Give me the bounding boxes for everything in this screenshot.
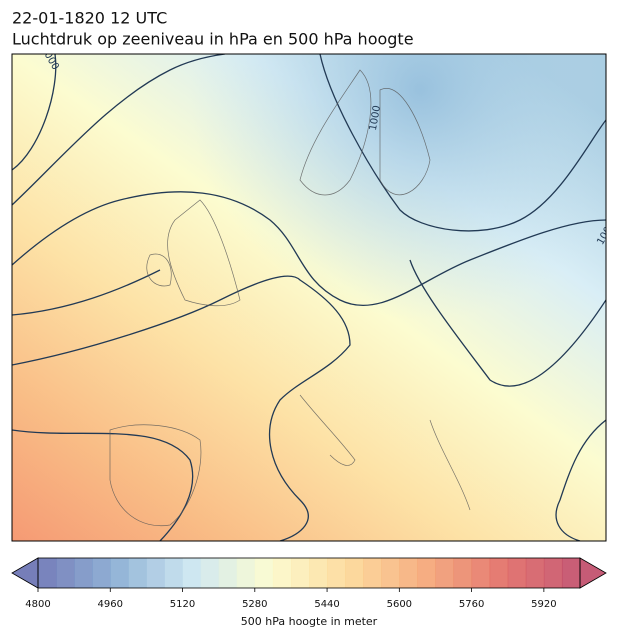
colorbar-tick-label: 5760 [459,599,484,610]
colorbar-tick-label: 5280 [242,599,267,610]
colorbar-band [507,558,527,588]
low-pressure-shade [12,54,606,541]
colorbar-band [453,558,473,588]
colorbar-band [146,558,165,588]
colorbar-tick-label: 4800 [25,599,50,610]
colorbar-band [236,558,256,588]
colorbar-band [128,558,147,588]
colorbar-extend-low [11,557,39,589]
colorbar-label: 500 hPa hoogte in meter [241,615,378,628]
colorbar-tick-label: 5440 [314,599,339,610]
colorbar-tick-label: 4960 [98,599,123,610]
colorbar-tick-label: 5600 [387,599,412,610]
colorbar-band [435,558,455,588]
colorbar-band [309,558,328,588]
colorbar-band [525,558,545,588]
colorbar-band [182,558,202,588]
subtitle: Luchtdruk op zeeniveau in hPa en 500 hPa… [12,30,414,49]
contour-label: 1000 [595,219,617,247]
colorbar-band [92,558,111,588]
colorbar-band [254,558,274,588]
colorbar-band [327,558,346,588]
colorbar-band [381,558,400,588]
colorbar-band [561,558,581,588]
colorbar-band [218,558,238,588]
map-frame [11,53,607,542]
colorbar-band [417,558,436,588]
colorbar-band [164,558,184,588]
colorbar-band [38,558,57,588]
colorbar-extend-high [579,557,607,589]
colorbar-band [471,558,491,588]
colorbar-band [110,558,129,588]
colorbar-band [74,558,93,588]
colorbar-band [399,558,418,588]
colorbar-band [200,558,220,588]
colorbar: 4800 4960 5120 5280 5440 5600 5760 5920 500 hPa … [11,557,607,628]
colorbar-band [290,558,310,588]
colorbar-band [543,558,563,588]
colorbar-tick-label: 5120 [170,599,195,610]
colorbar-band [363,558,382,588]
colorbar-tick-label: 5920 [531,599,556,610]
colorbar-band [489,558,509,588]
colorbar-band [345,558,364,588]
title: 22-01-1820 12 UTC [12,9,167,28]
colorbar-band [272,558,292,588]
colorbar-frame [37,557,581,589]
colorbar-band [56,558,75,588]
contour-label: 1000 [368,105,383,132]
